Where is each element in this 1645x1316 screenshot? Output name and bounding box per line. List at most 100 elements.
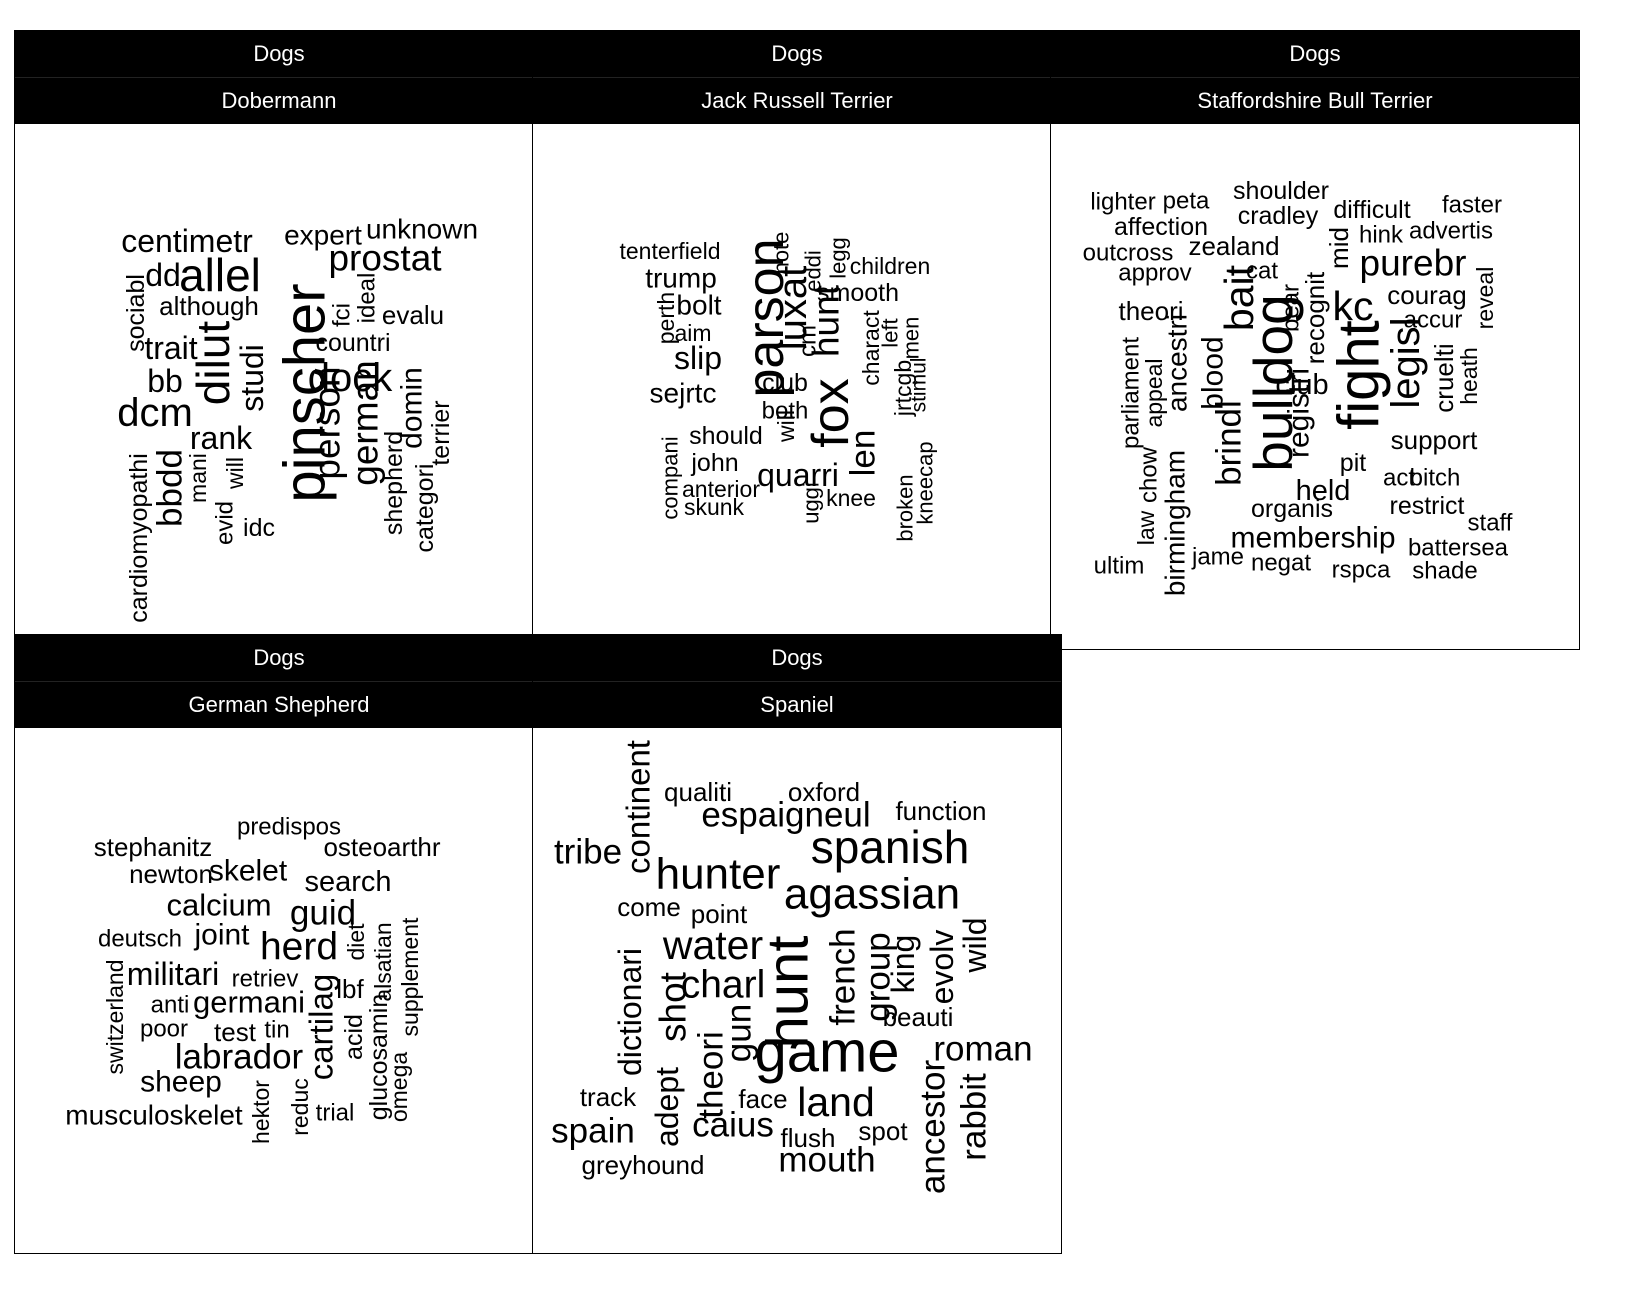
cloud-word: cartilag — [303, 974, 340, 1080]
cloud-word: switzerland — [102, 959, 128, 1074]
cloud-word: ultim — [1094, 553, 1145, 580]
cloud-word: beauti — [883, 1002, 954, 1032]
cloud-word: hunt — [806, 284, 847, 357]
cloud-word: supplement — [397, 917, 423, 1037]
cloud-word: deutsch — [98, 926, 182, 953]
cloud-word: qualiti — [664, 777, 732, 807]
cloud-word: fox — [802, 378, 860, 447]
cloud-word: predispos — [237, 814, 341, 841]
cloud-word: search — [304, 866, 391, 898]
cloud-word: rspca — [1332, 557, 1391, 584]
cloud-word: compani — [658, 436, 683, 519]
cloud-word: sociabl — [122, 274, 150, 352]
cloud-word: greyhound — [582, 1150, 705, 1180]
cloud-word: retriev — [232, 966, 299, 993]
cloud-word: musculoskelet — [65, 1100, 243, 1131]
cloud-word: evalu — [382, 300, 444, 330]
cloud-word: categori — [411, 464, 439, 553]
word-cloud-svg: fight bulldog kc bait legisl purebr brindl memb… — [1083, 177, 1513, 596]
cloud-word: bbdd — [151, 449, 190, 527]
cloud-word: tribe — [554, 833, 622, 872]
cloud-word: shot — [653, 971, 694, 1042]
cloud-word: legg — [826, 237, 851, 279]
cloud-word: countri — [315, 329, 390, 357]
cloud-word: stimul — [908, 358, 931, 413]
cloud-word: dcm — [117, 391, 193, 435]
cloud-word: left — [878, 318, 903, 347]
cloud-word: evid — [212, 501, 239, 545]
cloud-word: pinscher — [273, 283, 338, 502]
subfacet-strip-label: Dobermann — [15, 77, 543, 124]
cloud-word: anterior — [682, 476, 760, 502]
subfacet-strip-label: Staffordshire Bull Terrier — [1051, 77, 1579, 124]
cloud-word: bolt — [676, 290, 721, 321]
cloud-word: blood — [1197, 336, 1230, 409]
cloud-word: mouth — [778, 1141, 875, 1180]
cloud-word: birmingham — [1160, 450, 1191, 596]
facet-strip-label: Dogs — [15, 635, 543, 681]
cloud-word: poor — [140, 1016, 188, 1043]
cloud-word: dd — [145, 257, 181, 293]
cloud-word: osteoarthr — [323, 832, 440, 862]
cloud-word: test — [214, 1017, 257, 1047]
word-cloud: parson fox luxat hunt len quarri slip sejrtc tru… — [533, 123, 1061, 649]
cloud-word: courag — [1387, 280, 1467, 310]
cloud-word: sheep — [140, 1066, 222, 1099]
cloud-word: theori — [692, 1031, 731, 1119]
cloud-word: bb — [147, 363, 183, 399]
cloud-word: peta — [1163, 188, 1210, 215]
cloud-word: negat — [1251, 550, 1311, 577]
cloud-word: hunt — [756, 936, 821, 1049]
cloud-word: battersea — [1408, 535, 1509, 562]
cloud-word: evolv — [924, 930, 960, 1005]
facet-strip-label: Dogs — [15, 31, 543, 77]
cloud-word: charact — [858, 310, 884, 386]
cloud-word: militari — [127, 956, 219, 992]
cloud-word: aim — [674, 320, 711, 346]
cloud-word: dock — [308, 356, 393, 400]
cloud-word: sejrtc — [650, 378, 717, 409]
cloud-word: omega — [386, 1052, 412, 1123]
cloud-word: cm — [795, 325, 822, 357]
cloud-word: pit — [1340, 449, 1366, 477]
cloud-word: ancestri — [1162, 314, 1193, 412]
word-cloud: fight bulldog kc bait legisl purebr brindl memb… — [1051, 123, 1579, 649]
cloud-word: outcross — [1083, 240, 1174, 267]
cloud-word: will — [773, 410, 799, 443]
cloud-word: stephanitz — [94, 832, 213, 862]
cloud-word: lighter — [1090, 189, 1155, 216]
cloud-word: jrtcgb — [890, 360, 916, 417]
cloud-word: hink — [1359, 222, 1404, 249]
cloud-word: shepherd — [380, 431, 408, 535]
cloud-word: broken — [893, 474, 918, 541]
cloud-word: face — [738, 1084, 787, 1114]
cloud-word: both — [762, 398, 809, 425]
cloud-word: men — [899, 317, 924, 360]
cloud-word: acid — [340, 1014, 368, 1060]
cloud-word: ideal — [354, 273, 381, 324]
cloud-word: slip — [674, 340, 722, 376]
cloud-word: rabbit — [955, 1073, 994, 1161]
cloud-word: french — [824, 928, 863, 1025]
cloud-word: note — [769, 232, 794, 275]
cloud-word: trial — [316, 1100, 355, 1127]
cloud-word: game — [754, 1020, 899, 1085]
cloud-word: cruelti — [1429, 343, 1459, 412]
cloud-word: hunter — [656, 850, 781, 899]
cloud-word: charl — [681, 964, 766, 1007]
cloud-word: flush — [781, 1123, 836, 1153]
cloud-word: john — [690, 449, 738, 477]
cloud-word: uggi — [799, 482, 824, 524]
cloud-word: kc — [1333, 283, 1374, 329]
cloud-word: oxford — [788, 777, 860, 807]
cloud-word: kneecap — [913, 441, 938, 524]
word-cloud: game hunt spanish hunter agassian water land ch… — [533, 727, 1061, 1253]
cloud-word: bulldog — [1242, 294, 1304, 471]
subfacet-strip-label: German Shepherd — [15, 681, 543, 728]
cloud-word: mid — [1324, 227, 1354, 269]
cloud-word: king — [885, 935, 921, 994]
cloud-word: come — [617, 892, 681, 922]
cloud-word: ancestor — [914, 1060, 953, 1195]
